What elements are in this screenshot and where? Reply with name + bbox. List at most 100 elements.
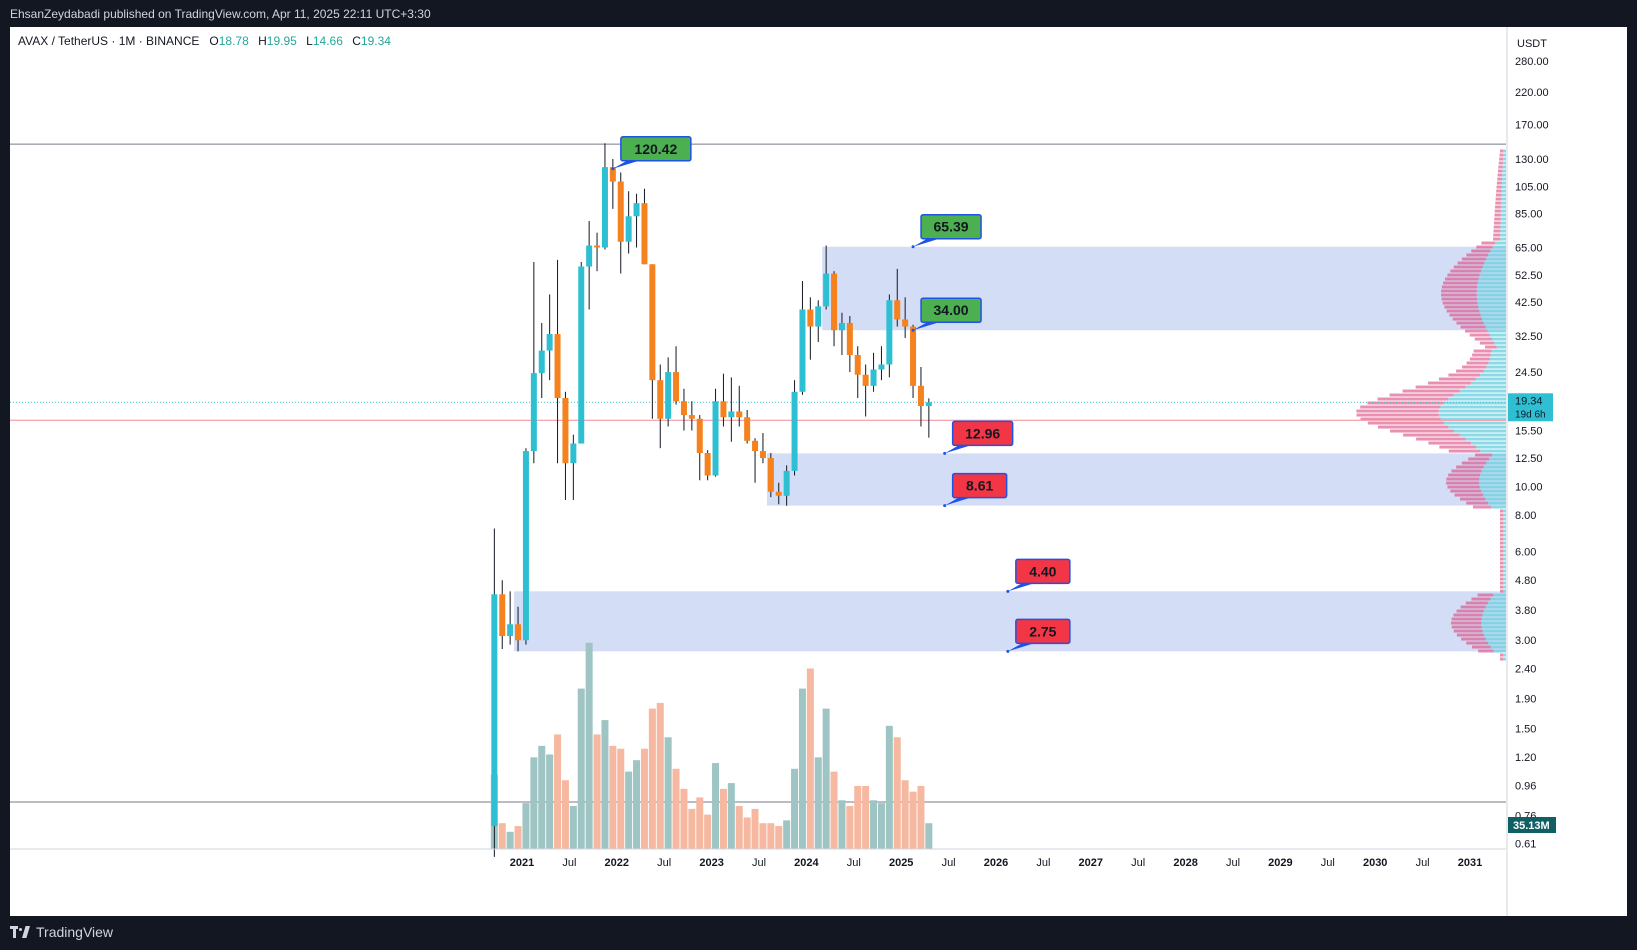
volume-profile-bar	[1503, 521, 1506, 525]
candle-body[interactable]	[870, 369, 877, 386]
candle-body[interactable]	[515, 624, 522, 641]
volume-profile-bar	[1500, 509, 1504, 513]
callout-box[interactable]	[951, 420, 1014, 447]
volume-profile-bar	[1457, 261, 1485, 265]
candle-body[interactable]	[783, 470, 790, 496]
price-axis-bg	[1507, 27, 1627, 916]
volume-bar	[862, 785, 870, 849]
candle-body[interactable]	[507, 624, 514, 637]
candle-body[interactable]	[728, 411, 735, 418]
candle-body[interactable]	[910, 326, 917, 386]
candle-body[interactable]	[601, 167, 608, 248]
candle-body[interactable]	[712, 401, 719, 476]
volume-profile-bar	[1473, 505, 1492, 509]
time-tick-label: 2025	[889, 857, 913, 869]
candle-body[interactable]	[649, 264, 656, 381]
time-tick-label: 2027	[1079, 857, 1103, 869]
volume-profile-bar	[1476, 245, 1493, 249]
candle-body[interactable]	[823, 273, 830, 307]
callout-box[interactable]	[1015, 558, 1071, 585]
candle-body[interactable]	[759, 451, 766, 459]
candle-body[interactable]	[538, 350, 545, 374]
volume-bar	[640, 748, 648, 849]
callout-label: 34.00	[934, 302, 969, 318]
candle-body[interactable]	[491, 594, 498, 827]
candle-body[interactable]	[791, 391, 798, 471]
candle-body[interactable]	[696, 418, 703, 454]
volume-profile-bar	[1460, 605, 1486, 609]
candle-body[interactable]	[917, 385, 924, 407]
volume-profile-bar	[1442, 301, 1478, 305]
candle-body[interactable]	[633, 203, 640, 217]
candle-body[interactable]	[688, 415, 695, 419]
candle-body[interactable]	[815, 306, 822, 327]
volume-profile-bar	[1493, 233, 1501, 237]
candle-body[interactable]	[554, 334, 561, 399]
candle-body[interactable]	[767, 458, 774, 492]
volume-badge[interactable]	[1508, 817, 1556, 833]
tradingview-logo[interactable]: TradingView	[10, 924, 113, 940]
candle-body[interactable]	[546, 334, 553, 351]
callout-box[interactable]	[920, 297, 982, 323]
legend-symbol[interactable]: AVAX / TetherUS · 1M · BINANCE	[18, 34, 200, 48]
volume-profile-bar	[1493, 221, 1501, 225]
callout-box[interactable]	[951, 472, 1008, 499]
candle-body[interactable]	[838, 322, 845, 331]
candle-body[interactable]	[775, 491, 782, 496]
candle-body[interactable]	[530, 373, 537, 452]
callout-box[interactable]	[920, 213, 982, 240]
candle-body[interactable]	[886, 300, 893, 365]
volume-profile-bar	[1486, 461, 1506, 465]
candle-body[interactable]	[499, 594, 506, 637]
candle-body[interactable]	[562, 398, 569, 464]
candle-body[interactable]	[736, 411, 743, 418]
volume-profile-bar	[1492, 453, 1506, 457]
volume-profile-bar	[1495, 201, 1502, 205]
candle-body[interactable]	[680, 401, 687, 416]
chart-frame[interactable]: 120.42 65.39 34.00 12.96 8.61 4.40 2.75 USDT 280…	[10, 27, 1627, 916]
candle-body[interactable]	[831, 273, 838, 331]
volume-profile-bar	[1477, 301, 1506, 305]
time-tick-label: Jul	[1416, 857, 1430, 869]
candle-body[interactable]	[925, 402, 932, 407]
candle-body[interactable]	[673, 372, 680, 402]
candle-body[interactable]	[570, 443, 577, 464]
volume-bar	[680, 788, 688, 849]
candle-body[interactable]	[704, 453, 711, 476]
current-price-badge[interactable]	[1508, 393, 1553, 422]
candle-body[interactable]	[878, 364, 885, 370]
volume-profile-bar	[1503, 517, 1506, 521]
price-tick-label: 15.50	[1515, 426, 1543, 438]
candle-body[interactable]	[752, 440, 759, 452]
candle-body[interactable]	[799, 309, 806, 392]
callout-anchor	[1006, 589, 1010, 593]
price-tick-label: 170.00	[1515, 120, 1549, 132]
candle-body[interactable]	[617, 181, 624, 242]
candle-body[interactable]	[862, 374, 869, 386]
volume-profile-bar	[1466, 641, 1489, 645]
candle-body[interactable]	[522, 451, 529, 641]
price-chart[interactable]: 120.42 65.39 34.00 12.96 8.61 4.40 2.75 USDT 280…	[10, 27, 1627, 916]
candle-body[interactable]	[902, 319, 909, 327]
candle-body[interactable]	[720, 401, 727, 418]
volume-profile-bar	[1496, 345, 1506, 349]
candle-body[interactable]	[665, 372, 672, 419]
candle-body[interactable]	[657, 380, 664, 419]
top-bar: EhsanZeydabadi published on TradingView.…	[0, 0, 1637, 27]
candle-body[interactable]	[846, 322, 853, 356]
candle-body[interactable]	[594, 245, 601, 248]
candle-body[interactable]	[894, 300, 901, 320]
candle-body[interactable]	[807, 309, 814, 327]
zone-box	[514, 591, 1506, 652]
candle-body[interactable]	[641, 203, 648, 265]
candle-body[interactable]	[609, 167, 616, 182]
candle-body[interactable]	[578, 266, 585, 444]
candle-body[interactable]	[625, 216, 632, 242]
volume-profile-bar	[1503, 569, 1506, 573]
candle-body[interactable]	[586, 245, 593, 267]
callout-box[interactable]	[1015, 618, 1071, 645]
candle-body[interactable]	[744, 417, 751, 441]
callout-box[interactable]	[620, 136, 692, 162]
volume-bar	[751, 808, 759, 849]
candle-body[interactable]	[854, 355, 861, 375]
